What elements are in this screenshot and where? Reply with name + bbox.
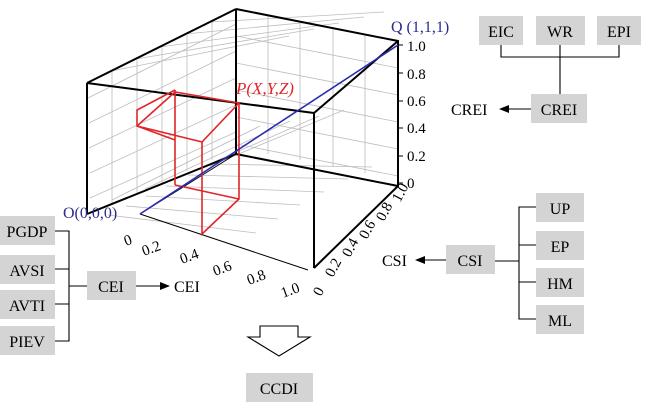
csi-input-label: HM: [547, 276, 573, 293]
crei-input-label: EIC: [488, 24, 514, 41]
csi-box: [446, 245, 495, 274]
diagonal-line: [139, 44, 399, 215]
crei-input-box: [597, 16, 641, 45]
origin-label: O(0,0,0): [63, 205, 117, 222]
x-tick: 0.6: [211, 258, 235, 280]
ccdi-label: CCDI: [260, 381, 298, 398]
cei-input-box: [0, 216, 55, 245]
csi-input-label: UP: [550, 201, 571, 218]
z-tick: 1.0: [407, 39, 426, 55]
z-tick: 0.8: [407, 67, 426, 83]
csi-input-label: EP: [551, 239, 570, 256]
y-tick: 0.2: [322, 256, 345, 280]
z-tick: 0.6: [407, 94, 426, 110]
crei-box: [531, 94, 587, 123]
y-tick: 0.4: [339, 235, 362, 260]
p-label: P(X,Y,Z): [235, 79, 294, 98]
csi-input-box: [536, 193, 584, 222]
cei-input-label: AVSI: [9, 263, 44, 280]
z-tick: 0: [407, 176, 415, 192]
crei-box-label: CREI: [541, 102, 577, 119]
crei-group: EIC WR EPI CREI CREI: [451, 16, 641, 123]
crei-input-label: WR: [547, 24, 573, 41]
point-box: [136, 89, 240, 236]
cei-box: [87, 271, 136, 300]
x-tick-labels: 0 0.2 0.4 0.6 0.8 1.0: [122, 232, 302, 302]
cei-group: PGDP AVSI AVTI PIEV CEI CEI: [0, 216, 200, 355]
ccdi-box: [246, 373, 313, 402]
x-tick: 0: [122, 232, 135, 250]
csi-input-box: [536, 268, 584, 297]
down-arrow-icon: [246, 325, 312, 357]
x-tick: 0.2: [140, 238, 163, 259]
crei-input-box: [479, 16, 523, 45]
z-tick: 0.2: [407, 149, 426, 165]
y-tick-labels: 0 0.2 0.4 0.6 0.8 1.0: [310, 181, 412, 299]
csi-input-box: [536, 231, 584, 260]
y-tick: 0: [310, 285, 328, 299]
cei-input-box: [0, 326, 55, 355]
x-tick: 0.4: [178, 246, 202, 268]
left-wall-grid: [87, 22, 237, 205]
cei-output-label: CEI: [174, 279, 200, 296]
csi-output-label: CSI: [382, 253, 407, 270]
x-tick: 0.8: [245, 267, 268, 288]
csi-input-label: ML: [548, 313, 572, 330]
csi-box-label: CSI: [458, 253, 483, 270]
crei-output-label: CREI: [451, 102, 487, 119]
cei-input-label: PGDP: [7, 224, 48, 241]
z-tick: 0.4: [407, 121, 426, 137]
y-tick: 0.8: [373, 200, 396, 224]
y-tick: 1.0: [389, 181, 412, 205]
z-tick-labels: 1.0 0.8 0.6 0.4 0.2 0: [407, 39, 426, 192]
x-tick: 1.0: [279, 280, 302, 301]
crei-input-label: EPI: [607, 24, 631, 41]
cei-input-box: [0, 290, 55, 319]
crei-input-box: [536, 16, 585, 45]
csi-group: UP EP HM ML CSI CSI: [382, 193, 584, 334]
cei-input-label: PIEV: [9, 334, 45, 351]
csi-input-box: [536, 305, 584, 334]
cube-plot: 1.0 0.8 0.6 0.4 0.2 0 0 0.2 0.4 0.6 0.8 …: [63, 8, 449, 302]
cei-input-box: [0, 255, 55, 284]
cei-box-label: CEI: [98, 279, 124, 296]
q-label: Q (1,1,1): [391, 19, 449, 36]
cei-input-label: AVTI: [9, 298, 45, 315]
cube-edges: [86, 8, 399, 269]
y-tick: 0.6: [356, 217, 379, 242]
result-group: CCDI: [246, 325, 313, 402]
